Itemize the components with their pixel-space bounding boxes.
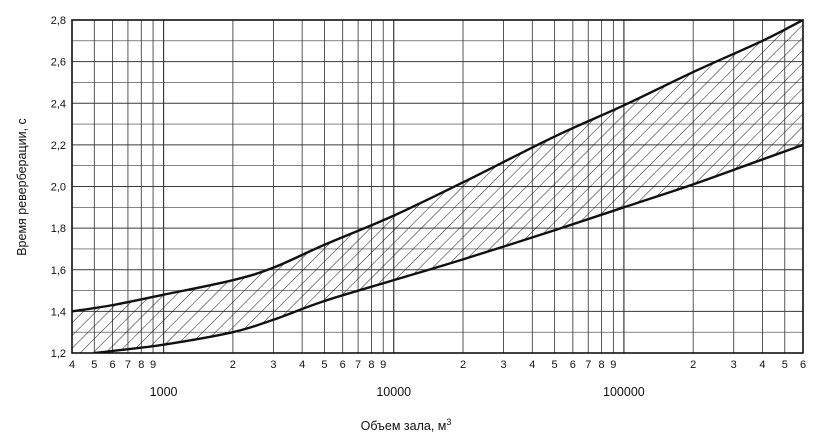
x-tick-label: 6 bbox=[800, 359, 806, 371]
x-tick-label: 8 bbox=[368, 359, 374, 371]
x-tick-label: 5 bbox=[321, 359, 327, 371]
x-tick-label: 9 bbox=[380, 359, 386, 371]
x-tick-label: 4 bbox=[529, 359, 535, 371]
x-tick-label: 2 bbox=[460, 359, 466, 371]
x-tick-label: 5 bbox=[91, 359, 97, 371]
x-tick-label: 7 bbox=[355, 359, 361, 371]
lower-bound-line bbox=[94, 143, 803, 353]
x-tick-label: 5 bbox=[552, 359, 558, 371]
x-tick-label: 3 bbox=[731, 359, 737, 371]
upper-bound-line bbox=[72, 20, 803, 313]
y-tick-label: 1,2 bbox=[51, 348, 66, 360]
x-tick-label: 8 bbox=[138, 359, 144, 371]
y-tick-label: 2,2 bbox=[51, 140, 66, 152]
x-tick-label: 6 bbox=[570, 359, 576, 371]
x-tick-label: 9 bbox=[610, 359, 616, 371]
x-tick-label: 2 bbox=[230, 359, 236, 371]
plot-border bbox=[71, 19, 804, 354]
y-tick-label: 1,6 bbox=[51, 265, 66, 277]
x-decade-label: 10000 bbox=[376, 385, 411, 399]
x-tick-label: 6 bbox=[109, 359, 115, 371]
x-tick-label: 7 bbox=[585, 359, 591, 371]
y-tick-label: 2,4 bbox=[51, 98, 66, 110]
x-tick-label: 7 bbox=[125, 359, 131, 371]
x-tick-label: 9 bbox=[150, 359, 156, 371]
plot-frame bbox=[71, 19, 804, 354]
x-axis-title-superscript: 3 bbox=[446, 417, 451, 427]
x-tick-label: 4 bbox=[299, 359, 305, 371]
y-tick-label: 2,6 bbox=[51, 57, 66, 69]
x-axis-title-text: Объем зала, м bbox=[361, 419, 447, 433]
y-tick-labels: 1,2 1,4 1,6 1,8 2,0 2,2 2,4 2,6 2,8 bbox=[51, 15, 66, 360]
x-tick-label: 6 bbox=[340, 359, 346, 371]
y-tick-label: 2,0 bbox=[51, 182, 66, 194]
reverberation-band-hatched-area bbox=[72, 20, 803, 353]
x-tick-label: 4 bbox=[69, 359, 75, 371]
y-axis-title: Время реверберации, с bbox=[15, 118, 29, 256]
x-axis-title: Объем зала, м3 bbox=[361, 417, 452, 433]
x-tick-label: 2 bbox=[690, 359, 696, 371]
x-decade-labels: 1000 10000 100000 bbox=[150, 385, 645, 399]
x-decade-label: 100000 bbox=[603, 385, 645, 399]
x-decade-label: 1000 bbox=[150, 385, 178, 399]
x-tick-label: 4 bbox=[759, 359, 765, 371]
y-tick-label: 1,4 bbox=[51, 306, 66, 318]
x-tick-label: 8 bbox=[599, 359, 605, 371]
y-tick-label: 1,8 bbox=[51, 223, 66, 235]
x-tick-label: 3 bbox=[270, 359, 276, 371]
x-tick-label: 3 bbox=[500, 359, 506, 371]
y-tick-label: 2,8 bbox=[51, 15, 66, 27]
x-tick-label: 5 bbox=[782, 359, 788, 371]
